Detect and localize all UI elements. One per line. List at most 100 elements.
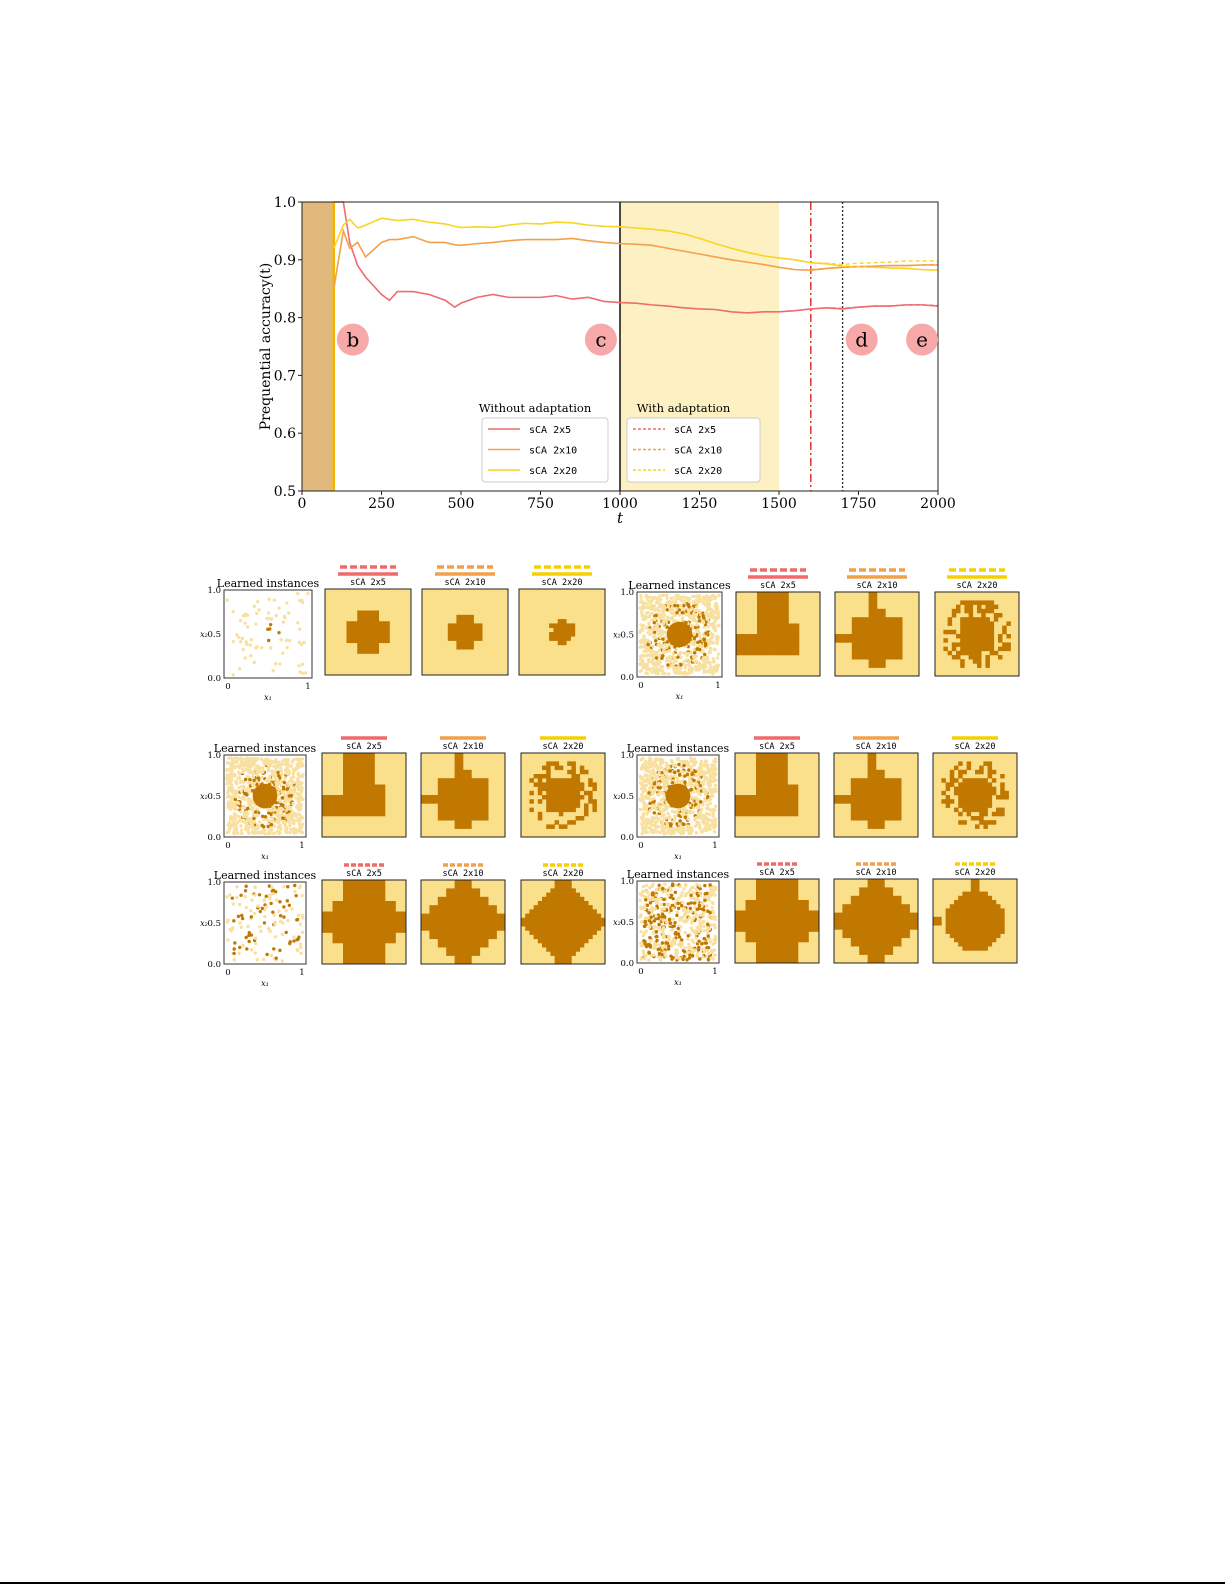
decision-map-cell <box>374 784 386 796</box>
instance-point <box>650 654 654 659</box>
instance-point <box>708 914 712 918</box>
instance-point <box>253 885 257 889</box>
decision-map-cell <box>983 820 988 825</box>
decision-map-cell <box>850 811 860 821</box>
instance-point <box>267 811 271 815</box>
instance-point <box>650 618 654 622</box>
instance-point <box>648 668 652 672</box>
instance-point <box>242 786 246 790</box>
instance-point <box>697 823 701 827</box>
decision-map-cell <box>421 795 430 804</box>
instance-point <box>296 937 300 941</box>
decision-map-cell <box>960 638 965 643</box>
decision-map-cell <box>954 904 959 909</box>
instance-point <box>294 814 298 819</box>
instance-point <box>713 938 718 942</box>
decision-map-cell <box>570 623 576 628</box>
instance-point <box>646 916 650 920</box>
decision-map-cell <box>437 896 447 906</box>
instance-point <box>646 794 651 798</box>
decision-map-cell <box>859 937 868 947</box>
decision-map-cell <box>584 913 589 919</box>
decision-map-cell <box>777 900 788 911</box>
decision-map-cell <box>550 896 555 902</box>
scatter-title: Learned instances <box>214 869 317 882</box>
instance-point <box>677 665 681 669</box>
decision-map-cell <box>968 600 974 605</box>
decision-map-cell <box>567 880 572 885</box>
decision-map-cell <box>949 929 955 934</box>
instance-point <box>285 826 289 830</box>
instance-point <box>682 954 686 959</box>
decision-map-cell <box>757 634 768 645</box>
instance-point <box>677 668 681 672</box>
instance-point <box>666 615 670 619</box>
decision-map-cell <box>954 933 959 939</box>
decision-map-cell <box>987 912 993 918</box>
decision-map-cell <box>533 926 539 931</box>
decision-map-cell <box>962 795 967 800</box>
instance-point <box>708 940 712 944</box>
decision-map-cell <box>877 625 886 635</box>
decision-map-cell <box>546 782 551 787</box>
instance-point <box>650 611 655 616</box>
instance-point <box>255 782 259 787</box>
instance-point <box>662 792 666 796</box>
legend-title: Without adaptation <box>479 401 592 415</box>
decision-map-cell <box>558 811 564 817</box>
x-tick-label: 0 <box>638 967 643 977</box>
instance-point <box>707 607 711 611</box>
decision-map-cell <box>951 646 957 652</box>
instance-point <box>713 824 718 828</box>
decision-map-cell <box>584 926 589 931</box>
instance-point <box>667 657 671 662</box>
instance-point <box>708 797 713 801</box>
instance-core <box>252 783 278 809</box>
instance-point <box>269 617 274 621</box>
instance-point <box>692 655 696 659</box>
instance-point <box>686 608 691 613</box>
decision-map-cell <box>876 803 885 813</box>
instance-point <box>689 893 693 897</box>
decision-map-cell <box>983 916 988 922</box>
instance-point <box>643 916 648 921</box>
decision-map-cell <box>537 917 543 923</box>
instance-point <box>238 945 242 950</box>
decision-map-cell <box>571 892 576 898</box>
decision-map-cell <box>975 904 980 909</box>
instance-point <box>703 941 707 945</box>
decision-map-cell <box>542 934 547 940</box>
instance-point <box>716 652 721 656</box>
instance-point <box>236 831 240 835</box>
instance-point <box>690 768 694 772</box>
decision-map-cell <box>876 820 885 829</box>
instance-point <box>281 759 285 763</box>
decision-map-cell <box>437 811 447 821</box>
decision-map-cell <box>851 625 861 635</box>
decision-map-cell <box>893 650 903 660</box>
instance-point <box>655 757 659 761</box>
decision-map-cell <box>979 908 984 913</box>
instance-point <box>257 893 262 897</box>
instance-point <box>648 808 653 812</box>
decision-map-cell <box>972 617 978 622</box>
decision-map-cell <box>529 922 534 927</box>
decision-map-cell <box>385 922 396 933</box>
instance-point <box>707 927 712 931</box>
decision-map-cell <box>945 786 951 792</box>
decision-map-cell <box>767 634 779 645</box>
decision-map-cell <box>575 799 581 804</box>
y-tick-label: 0.5 <box>274 484 296 500</box>
decision-map-cell <box>437 778 447 787</box>
decision-map-cell <box>867 803 877 813</box>
decision-map-cell <box>575 901 581 906</box>
decision-map-cell <box>546 909 551 914</box>
decision-map-cell <box>983 891 988 897</box>
adaptation-line-sCA-2x10 <box>810 263 939 271</box>
decision-map-cell <box>571 901 576 906</box>
decision-map-cell <box>975 816 980 821</box>
decision-map-frame <box>833 878 919 964</box>
instance-point <box>641 623 646 628</box>
decision-map-cell <box>977 621 982 626</box>
instance-point <box>661 803 665 807</box>
